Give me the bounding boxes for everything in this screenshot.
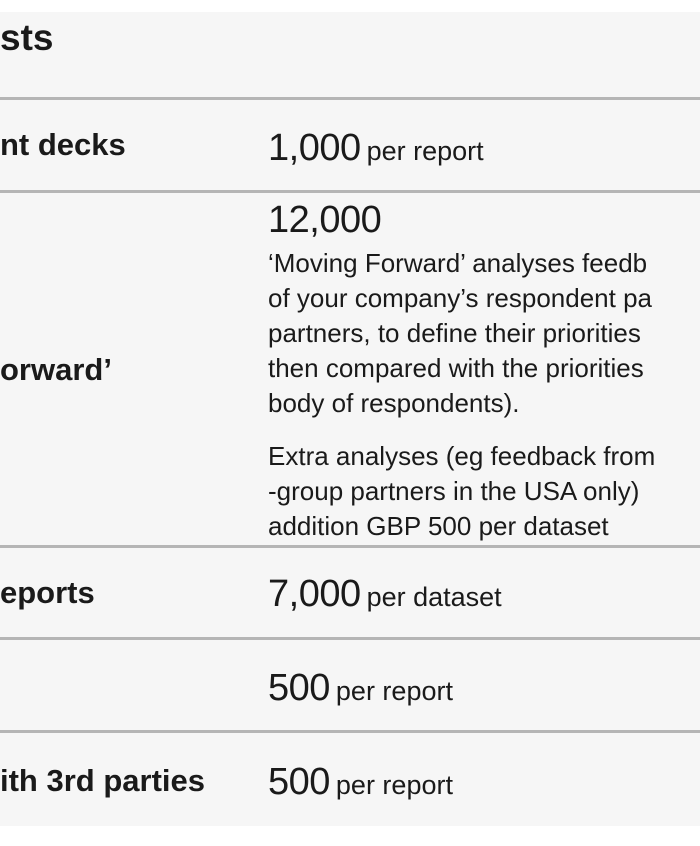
price-amount: 500 <box>268 667 330 709</box>
row-value-third-parties: 500 per report <box>268 762 453 810</box>
row-value-blank: 500 per report <box>268 668 453 716</box>
extra-analyses-note: Extra analyses (eg feedback from -group … <box>268 439 655 544</box>
price-unit: per dataset <box>366 582 502 612</box>
section-heading: sts <box>0 17 54 58</box>
price-amount: 7,000 <box>268 573 361 615</box>
description-line: ‘Moving Forward’ analyses feedb <box>268 248 648 278</box>
price-unit: per report <box>335 676 453 706</box>
divider <box>0 97 700 100</box>
row-label-decks: nt decks <box>0 127 126 162</box>
note-line: addition GBP 500 per dataset <box>268 511 609 541</box>
row-label-reports: eports <box>0 575 95 610</box>
divider <box>0 545 700 548</box>
row-label-third-parties: ith 3rd parties <box>0 763 205 798</box>
note-line: Extra analyses (eg feedback from <box>268 441 656 471</box>
price-table-page: sts nt decks 1,000 per report orward’ 12,… <box>0 12 700 826</box>
divider <box>0 190 700 193</box>
description-line: partners, to define their priorities <box>268 318 641 348</box>
price-unit: per report <box>335 770 453 800</box>
row-label-moving-forward: orward’ <box>0 352 112 387</box>
description-line: of your company’s respondent pa <box>268 283 652 313</box>
price-amount: 1,000 <box>268 127 361 169</box>
row-value-moving-forward: 12,000 <box>268 199 382 248</box>
price-amount: 12,000 <box>268 199 382 241</box>
description-line: then compared with the priorities <box>268 353 644 383</box>
row-value-decks: 1,000 per report <box>268 128 484 176</box>
description-line: body of respondents). <box>268 388 520 418</box>
divider <box>0 730 700 733</box>
moving-forward-description: ‘Moving Forward’ analyses feedb of your … <box>268 246 652 421</box>
row-value-reports: 7,000 per dataset <box>268 574 502 622</box>
divider <box>0 637 700 640</box>
price-amount: 500 <box>268 761 330 803</box>
note-line: -group partners in the USA only) <box>268 476 640 506</box>
price-unit: per report <box>366 136 484 166</box>
